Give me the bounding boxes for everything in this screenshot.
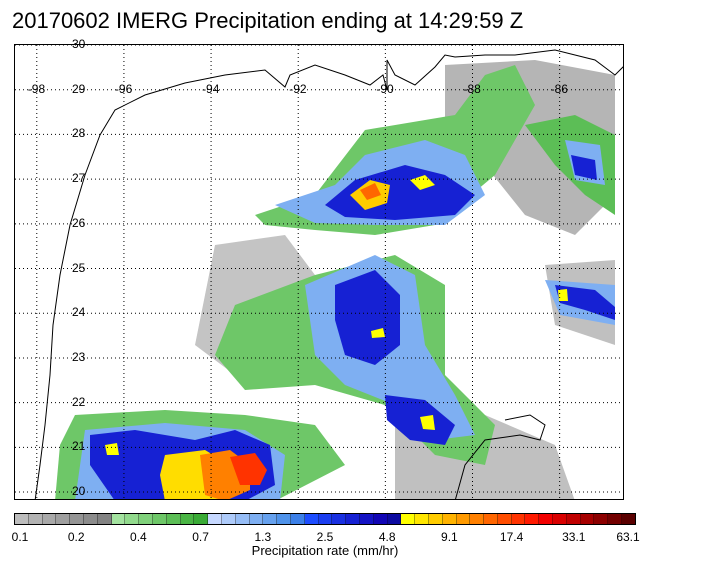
latitude-label: 27 [72,171,86,186]
colorbar-cell [470,514,485,524]
colorbar-cell [277,514,291,524]
core-north-red [360,183,381,200]
colorbar-cell [194,514,209,524]
colorbar-tick-label: 0.2 [67,530,85,544]
colorbar-cell [539,514,554,524]
colorbar-cell [525,514,540,524]
colorbar-cell [428,514,443,524]
colorbar-tick-label: 1.3 [254,530,272,544]
latitude-label: 26 [72,215,86,230]
colorbar-cell [180,514,195,524]
latitude-label: 21 [72,439,86,454]
colorbar-cell [511,514,526,524]
longitude-label: -88 [463,82,481,96]
darkblue-central [335,270,400,365]
colorbar-tick-label: 17.4 [499,530,524,544]
coastline-yucatan [455,414,546,499]
colorbar-cell [290,514,305,524]
colorbar-tick-label: 33.1 [562,530,586,544]
map-canvas [15,45,623,499]
colorbar-tick-label: 0.4 [130,530,147,544]
core-east [558,289,568,301]
latitude-label: 22 [72,394,86,409]
longitude-label: -96 [114,82,133,96]
latitude-label: 20 [72,484,86,499]
colorbar-cell [442,514,457,524]
coastline [34,49,623,499]
colorbar-cell [415,514,429,524]
colorbar-tick-label: 4.8 [378,530,396,544]
colorbar [14,513,636,525]
colorbar-cell [484,514,498,524]
colorbar-cell [332,514,347,524]
colorbar-tick-label: 0.1 [11,530,29,544]
colorbar-cell [580,514,595,524]
colorbar-cell [318,514,333,524]
core-central [371,328,385,338]
colorbar-cell [28,514,43,524]
colorbar-cell [139,514,153,524]
colorbar-tick-label: 63.1 [616,530,640,544]
colorbar-cell [208,514,222,524]
colorbar-cell [608,514,623,524]
gridlines [15,45,623,499]
darkblue-se [385,395,455,445]
colorbar-cell [304,514,319,524]
colorbar-cell [594,514,609,524]
colorbar-cell [125,514,140,524]
latitude-label: 25 [72,260,86,275]
colorbar-cell [235,514,250,524]
latitude-label: 30 [72,37,86,51]
longitude-label: -94 [202,82,220,96]
map-title: 20170602 IMERG Precipitation ending at 1… [12,8,524,33]
colorbar-cell [83,514,98,524]
longitude-label: -92 [289,82,307,96]
colorbar-cell [346,514,360,524]
core-north2 [410,175,435,190]
colorbar-cell [221,514,236,524]
colorbar-cell [70,514,84,524]
colorbar-cell [387,514,402,524]
colorbar-cell [553,514,567,524]
latitude-label: 28 [72,126,86,141]
core-south-w [105,443,119,455]
colorbar-cell [56,514,71,524]
green-east [525,115,615,215]
colorbar-tick-label: 9.1 [441,530,458,544]
colorbar-cell [497,514,512,524]
core-se [420,415,435,430]
colorbar-tick-label: 0.7 [192,530,209,544]
colorbar-cell [15,514,29,524]
colorbar-cell [97,514,112,524]
latitude-label: 29 [72,81,86,96]
colorbar-cell [42,514,57,524]
colorbar-cell [263,514,278,524]
longitude-label: -86 [550,82,568,96]
colorbar-cell [456,514,471,524]
colorbar-cell [401,514,416,524]
longitude-label: -98 [27,82,46,96]
colorbar-cell [152,514,167,524]
colorbar-cell [249,514,264,524]
darkblue-ne [571,155,597,180]
latitude-label: 24 [72,305,86,320]
precipitation-map [14,44,624,500]
colorbar-label: Precipitation rate (mm/hr) [251,543,399,558]
colorbar-tick-label: 2.5 [316,530,334,544]
colorbar-cell [111,514,126,524]
core-south-red [230,453,267,485]
darkblue-east [555,285,615,320]
colorbar-cell [359,514,374,524]
longitude-label: -90 [376,82,394,96]
latitude-label: 23 [72,349,86,364]
colorbar-cell [373,514,388,524]
precipitation-field [55,60,615,499]
colorbar-cell [622,514,635,524]
colorbar-cell [166,514,181,524]
colorbar-cell [566,514,581,524]
